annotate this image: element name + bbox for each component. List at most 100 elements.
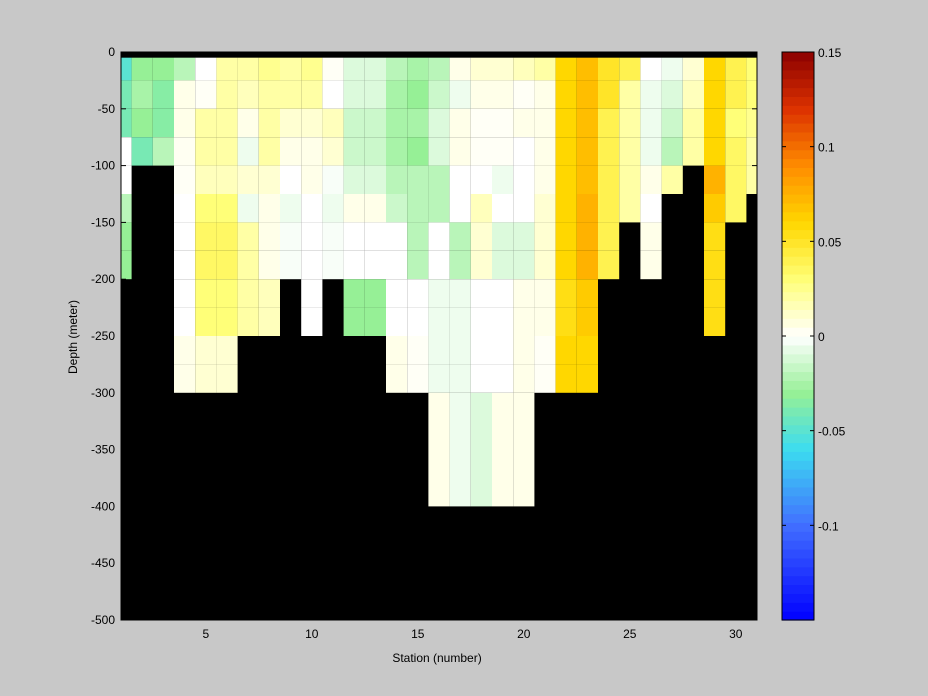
heatmap-cell (534, 194, 556, 223)
colorbar-swatch (782, 60, 814, 71)
heatmap-cell (364, 165, 386, 194)
heatmap-cell (174, 194, 196, 223)
heatmap-cell (555, 57, 577, 81)
heatmap-cell (386, 165, 408, 194)
y-tick-label: -150 (91, 215, 115, 229)
heatmap-cell (449, 364, 471, 393)
heatmap-cell (746, 137, 757, 166)
heatmap-cell (428, 279, 450, 308)
heatmap-cell (534, 250, 556, 280)
heatmap-cell (492, 194, 514, 223)
heatmap-cell (470, 222, 492, 251)
colorbar-swatch (782, 344, 814, 355)
heatmap-cell (237, 250, 259, 280)
heatmap-cell (386, 364, 408, 393)
heatmap-cell (343, 307, 365, 336)
heatmap-cell (449, 108, 471, 138)
heatmap-cell (555, 108, 577, 138)
heatmap-cell (407, 222, 429, 251)
colorbar-swatch (782, 273, 814, 284)
heatmap-cell (152, 57, 174, 81)
heatmap-cell (195, 57, 217, 81)
heatmap-cell (121, 222, 132, 251)
heatmap-cell (216, 222, 238, 251)
heatmap-cell (470, 392, 492, 507)
heatmap-cell (364, 137, 386, 166)
heatmap-cell (152, 108, 174, 138)
heatmap-cell (322, 57, 344, 81)
heatmap-cell (258, 194, 280, 223)
heatmap-cell (449, 307, 471, 336)
heatmap-cell (237, 57, 259, 81)
heatmap-cell (492, 80, 514, 109)
heatmap-cell (174, 222, 196, 251)
colorbar-swatch (782, 513, 814, 523)
colorbar-swatch (782, 566, 814, 577)
x-tick-label: 5 (202, 627, 209, 641)
heatmap-cell (343, 137, 365, 166)
heatmap-cell (301, 279, 323, 308)
colorbar-swatch (782, 415, 814, 426)
heatmap-cell (513, 307, 535, 336)
colorbar-swatch (782, 78, 814, 89)
x-tick-label: 20 (517, 627, 531, 641)
heatmap-cell (513, 108, 535, 138)
heatmap-cell (131, 137, 153, 166)
heatmap-cell (428, 307, 450, 336)
heatmap-cell (576, 336, 598, 365)
heatmap-cell (449, 336, 471, 365)
colorbar-swatch (782, 371, 814, 381)
colorbar-swatch (782, 69, 814, 80)
heatmap-cell (195, 222, 217, 251)
heatmap-cell (513, 336, 535, 365)
heatmap-cell (428, 80, 450, 109)
heatmap-cell (470, 194, 492, 223)
heatmap-cell (121, 108, 132, 138)
heatmap-cell (237, 80, 259, 109)
heatmap-cell (386, 279, 408, 308)
x-axis: 5 10 15 20 25 30 (202, 52, 743, 641)
heatmap-cell (131, 80, 153, 109)
heatmap-cell (428, 108, 450, 138)
heatmap-cell (364, 250, 386, 280)
heatmap-cell (746, 108, 757, 138)
heatmap-cell (640, 108, 662, 138)
heatmap-cell (174, 137, 196, 166)
heatmap-cell (407, 108, 429, 138)
heatmap-cell (216, 336, 238, 365)
colorbar-swatch (782, 478, 814, 488)
heatmap-cell (598, 194, 620, 223)
heatmap-cell (322, 222, 344, 251)
heatmap-cell (534, 222, 556, 251)
heatmap-cell (237, 194, 259, 223)
heatmap-cell (513, 137, 535, 166)
heatmap-cell (534, 364, 556, 393)
y-tick-label: -300 (91, 386, 115, 400)
heatmap-cell (576, 194, 598, 223)
colorbar-swatch (782, 114, 814, 124)
heatmap-cell (661, 80, 683, 109)
heatmap-cell (301, 250, 323, 280)
colorbar-swatch (782, 549, 814, 559)
heatmap-cell (682, 57, 704, 81)
heatmap-cell (343, 80, 365, 109)
heatmap-cell (195, 279, 217, 308)
heatmap-cell (640, 137, 662, 166)
heatmap-cell (216, 108, 238, 138)
heatmap-cell (386, 108, 408, 138)
colorbar-swatch (782, 229, 814, 239)
heatmap-cell (258, 250, 280, 280)
heatmap-cell (492, 364, 514, 393)
heatmap-cell (470, 364, 492, 393)
colorbar-swatch (782, 442, 814, 452)
heatmap-cell (661, 165, 683, 194)
heatmap-cell (576, 137, 598, 166)
heatmap-cell (216, 194, 238, 223)
heatmap-cell (555, 137, 577, 166)
heatmap-cell (449, 165, 471, 194)
heatmap-cell (704, 108, 726, 138)
heatmap-cell (195, 108, 217, 138)
colorbar-swatch (782, 336, 814, 346)
heatmap-cell (576, 307, 598, 336)
